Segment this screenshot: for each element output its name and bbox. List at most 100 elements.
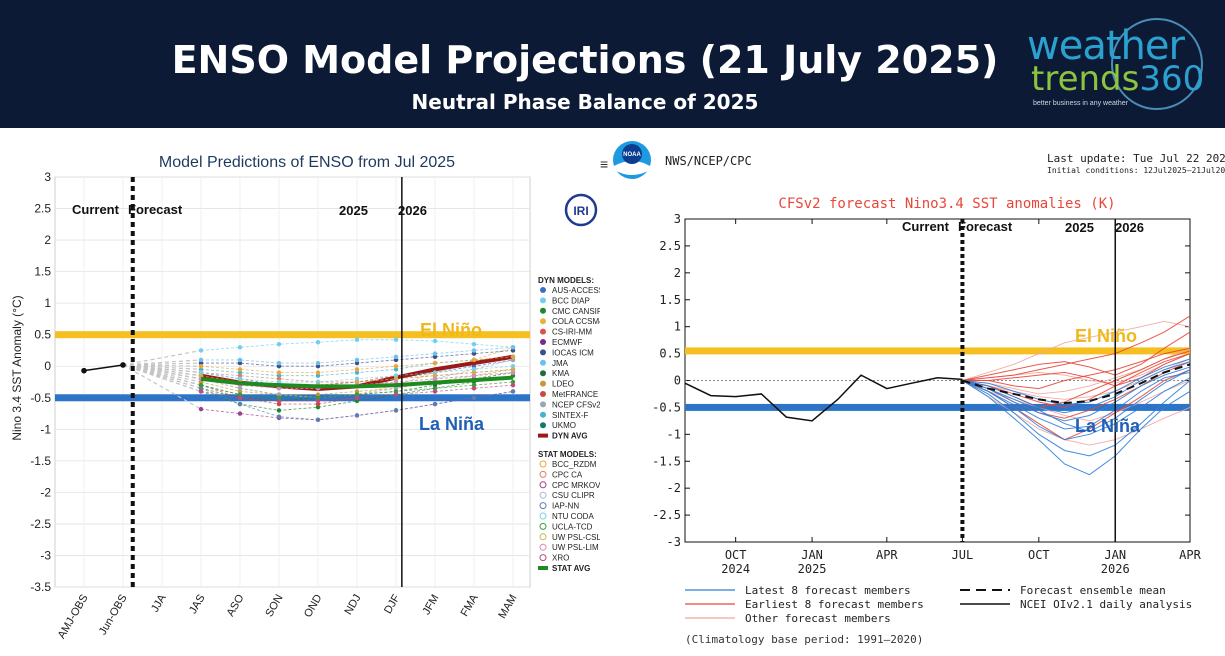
iri-point-cmc-cansip bbox=[315, 405, 321, 410]
iri-point-ntu-coda bbox=[432, 370, 438, 375]
iri-y-tick-label: 3 bbox=[44, 170, 51, 184]
iri-point-bcc-rzdm bbox=[354, 367, 360, 372]
iri-x-tick-mam: MAM bbox=[496, 593, 519, 621]
iri-point-bcc-diap bbox=[198, 348, 204, 353]
cfs-legend-label-obs: NCEI OIv2.1 daily analysis bbox=[1020, 598, 1192, 611]
iri-legend-label-cs-iri-mm: CS-IRI-MM bbox=[552, 328, 592, 337]
iri-point-jma bbox=[393, 354, 399, 359]
iri-x-tick-jas: JAS bbox=[187, 593, 207, 616]
iri-point-bcc-rzdm bbox=[198, 364, 204, 369]
iri-el-nino-label: El Niño bbox=[420, 320, 482, 340]
iri-legend-label-aus-access: AUS-ACCESS bbox=[552, 286, 600, 295]
iri-fan-line-bcc-rzdm bbox=[122, 364, 202, 367]
cfs-earliest-member-3 bbox=[962, 347, 1191, 390]
iri-legend-dyn-header: DYN MODELS: bbox=[538, 276, 594, 285]
cfs-y-tick-label: -0.5 bbox=[652, 400, 681, 414]
cfs-ensemble-mean-line bbox=[962, 363, 1191, 405]
iri-point-ucla-tcd bbox=[276, 395, 282, 400]
iri-y-tick-label: -2 bbox=[40, 485, 51, 499]
iri-legend-label-xro: XRO bbox=[552, 554, 569, 563]
iri-legend-swatch-ukmo bbox=[540, 422, 546, 429]
cfs-x-tick-year: 2026 bbox=[1101, 562, 1130, 576]
iri-legend-label-ecmwf: ECMWF bbox=[552, 338, 582, 347]
iri-point-cpc-ca bbox=[237, 373, 243, 378]
iri-point-jma bbox=[315, 360, 321, 366]
iri-point-jma bbox=[432, 351, 438, 356]
iri-point-jma bbox=[237, 357, 243, 363]
page-title: ENSO Model Projections (21 July 2025) bbox=[171, 38, 999, 82]
iri-legend-label-ncep-cfsv2: NCEP CFSv2 bbox=[552, 400, 600, 409]
iri-y-tick-label: 0 bbox=[44, 359, 51, 373]
iri-legend-label-cola-ccsm4: COLA CCSM4 bbox=[552, 317, 600, 326]
iri-legend-swatch-cmc-cansip bbox=[540, 307, 546, 314]
iri-observed-point bbox=[120, 362, 126, 368]
cfs-legend-label-other: Other forecast members bbox=[745, 612, 891, 625]
iri-legend-swatch-kma bbox=[540, 370, 546, 377]
iri-y-tick-label: 2 bbox=[44, 233, 51, 247]
iri-x-tick-djf: DJF bbox=[382, 592, 403, 616]
iri-y-tick-label: 1 bbox=[44, 296, 51, 310]
cfs-x-tick-month: APR bbox=[1179, 548, 1201, 562]
iri-point-ntu-coda bbox=[510, 364, 516, 369]
iri-x-tick-fma: FMA bbox=[459, 592, 481, 619]
iri-point-uw-psl-lim bbox=[432, 376, 438, 382]
iri-point-xro bbox=[393, 392, 399, 397]
cfs-earliest-member-2 bbox=[962, 315, 1191, 381]
iri-point-ucla-tcd bbox=[198, 382, 204, 388]
iri-point-ntu-coda bbox=[354, 376, 360, 382]
iri-point-iocas-icm bbox=[471, 351, 477, 356]
cfs-la-nina-label: La Niña bbox=[1075, 416, 1141, 436]
iri-point-iocas-icm bbox=[198, 360, 204, 366]
cfs-legend-label-earliest: Earliest 8 forecast members bbox=[745, 598, 924, 611]
iri-point-jma bbox=[276, 360, 282, 366]
iri-point-iap-nn bbox=[276, 414, 282, 419]
iri-point-cpc-mrkov bbox=[237, 411, 243, 416]
iri-point-xro bbox=[315, 398, 321, 404]
iri-x-tick-jfm: JFM bbox=[421, 593, 442, 618]
cfs-y-tick-label: 0.5 bbox=[659, 347, 681, 361]
logo-word-360: 360 bbox=[1139, 59, 1205, 99]
cfs-year-2025-label: 2025 bbox=[1065, 220, 1094, 235]
cfs-y-tick-label: -1 bbox=[667, 427, 681, 441]
iri-point-sintex-f bbox=[237, 370, 243, 375]
iri-fan-line-uw-psl-lim bbox=[122, 364, 202, 380]
iri-point-metfrance bbox=[315, 401, 321, 407]
cfs-earliest-member-1 bbox=[962, 331, 1191, 381]
iri-x-tick-aso: ASO bbox=[225, 592, 247, 619]
iri-point-iap-nn bbox=[315, 417, 321, 423]
cfs-menu-icon: ≡ bbox=[600, 156, 608, 172]
iri-point-uw-psl-cslim bbox=[198, 373, 204, 378]
logo-word-weather: weather bbox=[1027, 23, 1185, 69]
iri-point-sintex-f bbox=[276, 373, 282, 378]
cfs-x-tick-month: OCT bbox=[725, 548, 747, 562]
iri-legend-label-uw-psl-cslim: UW PSL-CSLIM bbox=[552, 533, 600, 542]
iri-point-bcc-diap bbox=[276, 341, 282, 347]
iri-fan-line-bcc-diap bbox=[122, 349, 202, 366]
cfs-earliest-member-7 bbox=[962, 353, 1191, 387]
logo-tagline: better business in any weather bbox=[1033, 100, 1128, 107]
iri-legend-swatch-iap-nn bbox=[539, 502, 547, 510]
iri-point-ucla-tcd bbox=[471, 382, 477, 388]
iri-series-stat-avg bbox=[200, 375, 514, 389]
iri-legend-label-kma: KMA bbox=[552, 369, 570, 378]
cfs-y-tick-label: 2.5 bbox=[659, 239, 681, 253]
cfs-other-member-3 bbox=[962, 380, 1191, 446]
iri-point-xro bbox=[510, 382, 516, 388]
iri-point-jma bbox=[510, 345, 516, 350]
iri-point-iap-nn bbox=[354, 413, 360, 418]
cfs-x-tick-month: OCT bbox=[1028, 548, 1050, 562]
iri-point-jma bbox=[354, 357, 360, 363]
cfs-el-nino-band bbox=[685, 347, 1190, 355]
iri-legend-swatch-uw-psl-cslim bbox=[539, 533, 547, 541]
iri-enso-chart: Model Predictions of ENSO from Jul 2025 … bbox=[10, 154, 600, 641]
cfs-last-update: Last update: Tue Jul 22 2025 bbox=[1047, 152, 1225, 165]
iri-legend-label-cmc-cansip: CMC CANSIP bbox=[552, 307, 600, 316]
logo-ring-icon bbox=[1111, 18, 1203, 110]
page-subtitle: Neutral Phase Balance of 2025 bbox=[411, 90, 759, 114]
iri-legend-swatch-ucla-tcd bbox=[539, 522, 547, 530]
iri-x-tick-ndj: NDJ bbox=[343, 593, 364, 618]
cfs-y-tick-label: -1.5 bbox=[652, 454, 681, 468]
iri-point-bcc-diap bbox=[393, 337, 399, 342]
iri-point-ucla-tcd bbox=[237, 392, 243, 397]
